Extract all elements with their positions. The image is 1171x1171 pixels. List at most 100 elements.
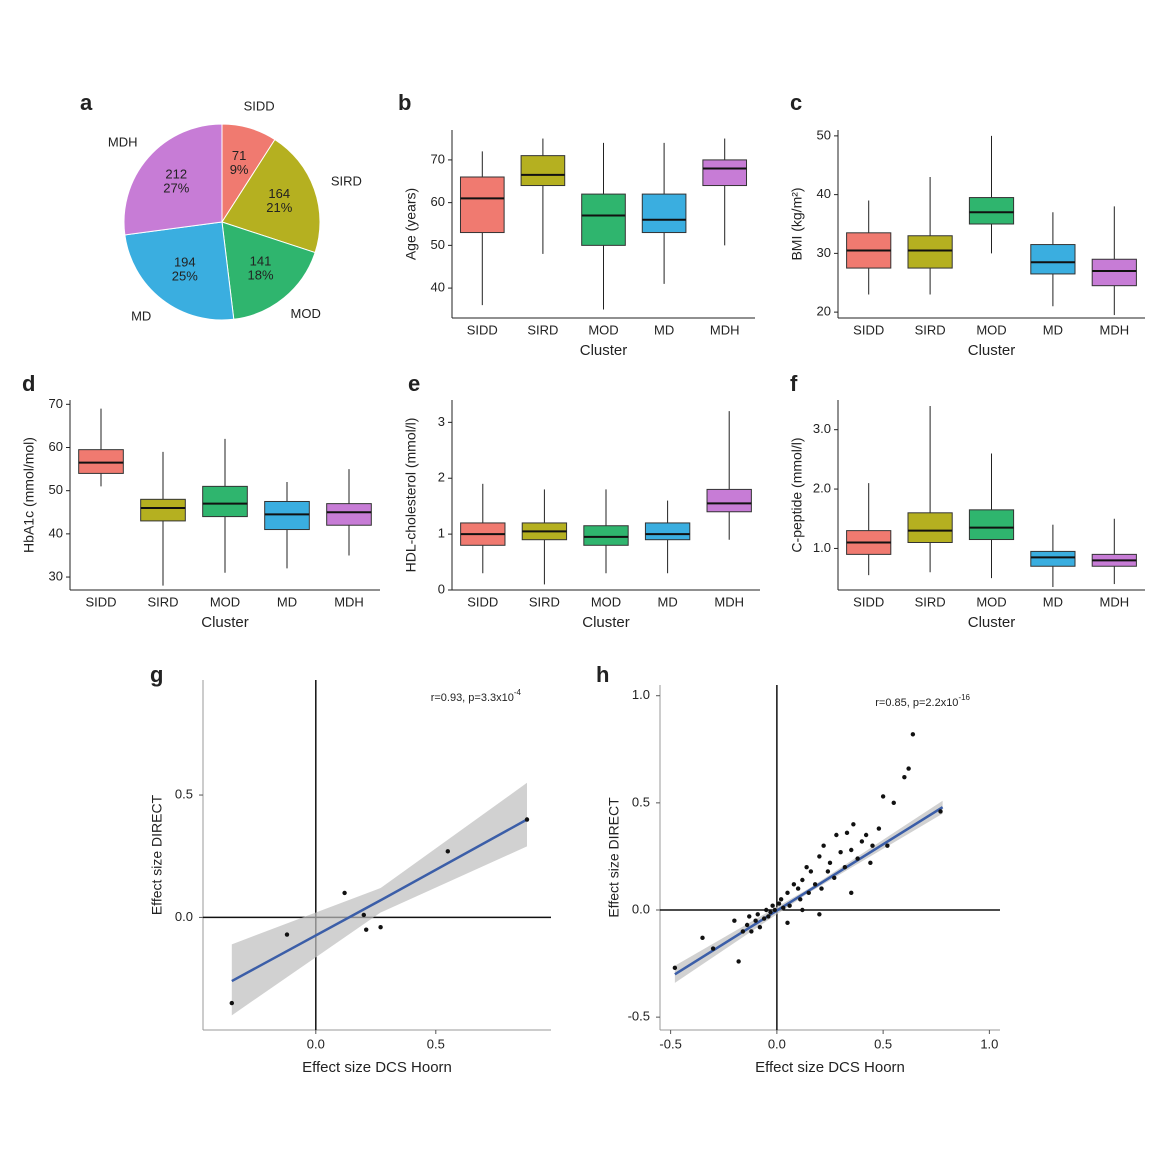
slice-share: 27% <box>163 180 189 195</box>
regression-line <box>231 818 528 983</box>
x-tick-label: 1.0 <box>980 1036 998 1051</box>
box <box>581 193 626 246</box>
y-tick-label: 60 <box>431 194 445 209</box>
box <box>583 525 629 546</box>
y-axis-label: Effect size DIRECT <box>149 794 165 915</box>
slice-count: 212 <box>165 166 187 181</box>
x-tick-label: SIDD <box>85 594 116 609</box>
x-tick-label: MOD <box>588 322 618 337</box>
point <box>710 946 716 951</box>
y-tick-label: 40 <box>817 186 831 201</box>
box <box>706 488 752 513</box>
panel-letter: b <box>398 90 411 115</box>
point <box>849 890 854 896</box>
point <box>791 882 797 887</box>
point <box>364 927 369 932</box>
y-tick-label: 0.0 <box>175 909 193 924</box>
point <box>749 929 754 934</box>
box <box>641 193 687 234</box>
x-tick-label: MDH <box>1099 322 1129 337</box>
box <box>1030 550 1076 567</box>
point <box>851 822 856 827</box>
panel-letter: a <box>80 90 93 115</box>
y-axis-label: BMI (kg/m²) <box>789 187 805 260</box>
x-tick-label: MDH <box>1099 594 1129 609</box>
pie-slice <box>221 138 321 254</box>
box <box>140 498 186 522</box>
x-tick-label: SIDD <box>467 322 498 337</box>
point <box>361 912 366 918</box>
y-axis-label: Effect size DIRECT <box>606 797 622 918</box>
x-tick-label: SIRD <box>915 322 946 337</box>
slice-share: 9% <box>230 162 249 177</box>
x-tick-label: MOD <box>591 594 621 609</box>
point <box>753 918 758 923</box>
point <box>902 774 907 780</box>
point <box>806 890 811 896</box>
point <box>785 890 790 896</box>
slice-count: 164 <box>268 186 290 201</box>
point <box>849 847 854 853</box>
slice-label: MOD <box>291 306 321 321</box>
y-axis-label: HDL-cholesterol (mmol/l) <box>403 418 419 573</box>
point <box>863 832 869 838</box>
point <box>906 766 911 771</box>
x-tick-label: MOD <box>210 594 240 609</box>
y-axis-label: C-peptide (mmol/l) <box>789 437 805 552</box>
point <box>284 932 290 937</box>
slice-count: 71 <box>232 148 246 163</box>
x-tick-label: MD <box>654 322 674 337</box>
box <box>202 485 248 518</box>
point <box>781 905 786 911</box>
box <box>907 512 953 543</box>
point <box>880 794 886 799</box>
point <box>891 800 896 806</box>
point <box>821 843 826 848</box>
box <box>702 159 748 187</box>
x-axis-label: Cluster <box>582 614 630 631</box>
point <box>817 854 822 859</box>
y-tick-label: 40 <box>49 525 63 540</box>
pie-slice <box>221 221 316 320</box>
panel-letter: g <box>150 662 163 687</box>
point <box>844 830 850 836</box>
y-tick-label: 60 <box>49 439 63 454</box>
point <box>672 965 678 971</box>
x-tick-label: SIRD <box>915 594 946 609</box>
x-axis-label: Effect size DCS Hoorn <box>755 1059 905 1076</box>
point <box>876 826 882 831</box>
x-axis-label: Cluster <box>201 614 249 631</box>
slice-label: SIDD <box>244 98 275 113</box>
annotation: r=0.93, p=3.3x10-4 <box>431 688 522 704</box>
box <box>326 503 372 526</box>
pie-slice <box>123 123 223 236</box>
point <box>776 901 782 906</box>
box <box>459 176 505 234</box>
panel-letter: f <box>790 371 798 396</box>
x-axis-label: Cluster <box>968 614 1016 631</box>
point <box>342 890 347 896</box>
x-tick-label: MOD <box>976 594 1006 609</box>
point <box>770 903 775 908</box>
point <box>825 869 831 874</box>
slice-count: 194 <box>174 254 196 269</box>
slice-share: 25% <box>172 268 198 283</box>
confidence-band <box>231 782 528 1016</box>
point <box>766 914 771 919</box>
point <box>910 732 916 737</box>
point <box>798 897 803 902</box>
y-tick-label: 70 <box>431 151 445 166</box>
point <box>838 849 843 855</box>
slice-label: MD <box>131 308 151 323</box>
x-tick-label: MD <box>1043 594 1063 609</box>
y-tick-label: 40 <box>431 280 445 295</box>
point <box>859 839 865 844</box>
point <box>812 882 818 887</box>
box <box>78 449 124 474</box>
point <box>827 860 833 866</box>
panel-letter: h <box>596 662 609 687</box>
y-tick-label: 2.0 <box>813 481 831 496</box>
y-tick-label: 1.0 <box>632 687 650 702</box>
x-tick-label: SIDD <box>853 594 884 609</box>
